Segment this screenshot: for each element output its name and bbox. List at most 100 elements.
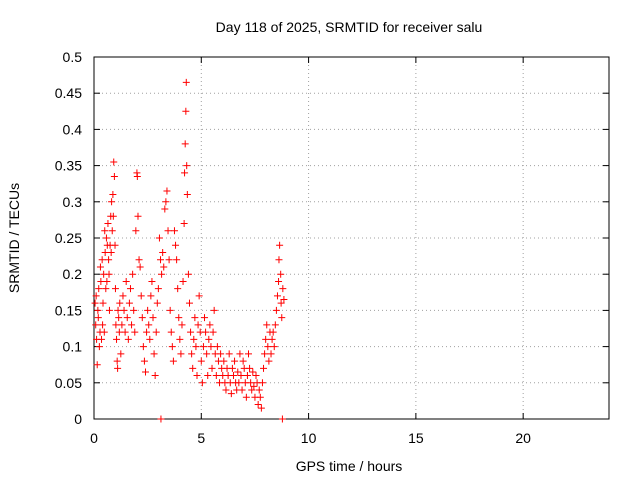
x-tick-label: 5 xyxy=(197,430,205,446)
data-point xyxy=(277,270,285,278)
data-point xyxy=(183,191,191,199)
data-point xyxy=(249,368,257,376)
y-tick-label: 0.15 xyxy=(55,302,82,318)
data-point xyxy=(145,321,153,329)
data-point xyxy=(110,158,118,166)
y-tick-label: 0.4 xyxy=(63,121,83,137)
data-point xyxy=(252,372,260,380)
data-point xyxy=(261,350,269,358)
data-point xyxy=(169,357,177,365)
data-point xyxy=(102,234,110,242)
data-point xyxy=(157,415,165,423)
data-point xyxy=(236,350,244,358)
data-point xyxy=(104,220,112,228)
data-point xyxy=(256,393,264,401)
data-point xyxy=(210,306,218,314)
data-point xyxy=(110,172,118,180)
data-point xyxy=(176,335,184,343)
data-point xyxy=(159,248,167,256)
data-point xyxy=(97,277,105,285)
data-point xyxy=(204,372,212,380)
data-point xyxy=(167,328,175,336)
data-point xyxy=(268,335,276,343)
y-tick-label: 0.05 xyxy=(55,375,82,391)
data-point xyxy=(101,248,109,256)
data-point xyxy=(239,357,247,365)
data-point xyxy=(152,328,160,336)
data-point xyxy=(277,299,285,307)
data-point xyxy=(201,314,209,322)
data-point xyxy=(128,321,136,329)
data-point xyxy=(114,364,122,372)
data-point xyxy=(109,212,117,220)
data-point xyxy=(148,277,156,285)
data-point xyxy=(154,285,162,293)
data-point xyxy=(113,335,121,343)
data-point xyxy=(139,343,147,351)
data-point xyxy=(161,205,169,213)
data-point xyxy=(255,386,263,394)
data-point xyxy=(117,350,125,358)
data-point xyxy=(162,198,170,206)
data-point xyxy=(125,299,133,307)
data-point xyxy=(189,364,197,372)
data-point xyxy=(275,277,283,285)
data-point xyxy=(270,343,278,351)
data-point xyxy=(140,357,148,365)
data-point xyxy=(246,364,254,372)
data-point xyxy=(276,241,284,249)
x-tick-label: 20 xyxy=(515,430,531,446)
data-point xyxy=(188,350,196,358)
data-point xyxy=(206,321,214,329)
data-point xyxy=(225,350,233,358)
data-point xyxy=(231,357,239,365)
data-point xyxy=(108,227,116,235)
data-point xyxy=(180,220,188,228)
data-point xyxy=(99,299,107,307)
data-point xyxy=(107,248,115,256)
data-point xyxy=(272,306,280,314)
data-point xyxy=(174,285,182,293)
data-point xyxy=(220,357,228,365)
data-point xyxy=(98,335,106,343)
data-point xyxy=(129,270,137,278)
x-tick-labels: 0 5 10 15 20 xyxy=(90,430,531,446)
data-point xyxy=(173,256,181,264)
data-point xyxy=(163,187,171,195)
data-point xyxy=(124,335,132,343)
y-tick-label: 0.2 xyxy=(63,266,83,282)
data-point xyxy=(108,198,116,206)
data-point xyxy=(183,162,191,170)
data-point xyxy=(158,270,166,278)
data-point xyxy=(193,372,201,380)
data-point xyxy=(237,372,245,380)
data-point xyxy=(120,306,128,314)
data-point xyxy=(131,328,139,336)
data-point xyxy=(143,328,151,336)
data-point xyxy=(92,321,100,329)
data-point xyxy=(146,335,154,343)
data-point xyxy=(222,386,230,394)
data-point xyxy=(100,328,108,336)
data-point xyxy=(182,107,190,115)
data-point xyxy=(245,350,252,358)
data-point xyxy=(144,306,152,314)
data-point xyxy=(111,285,119,293)
data-point xyxy=(195,292,203,300)
data-point xyxy=(280,296,288,304)
data-point xyxy=(227,390,235,398)
data-point xyxy=(203,350,211,358)
data-point xyxy=(207,343,215,351)
data-point xyxy=(262,335,270,343)
data-point xyxy=(264,343,272,351)
data-point xyxy=(160,263,168,271)
data-point xyxy=(267,350,275,358)
data-point xyxy=(98,256,106,264)
data-point xyxy=(133,172,141,180)
x-tick-label: 0 xyxy=(90,430,98,446)
data-point xyxy=(142,368,149,376)
data-point xyxy=(111,241,119,249)
data-point xyxy=(94,314,102,322)
data-point xyxy=(279,285,287,293)
